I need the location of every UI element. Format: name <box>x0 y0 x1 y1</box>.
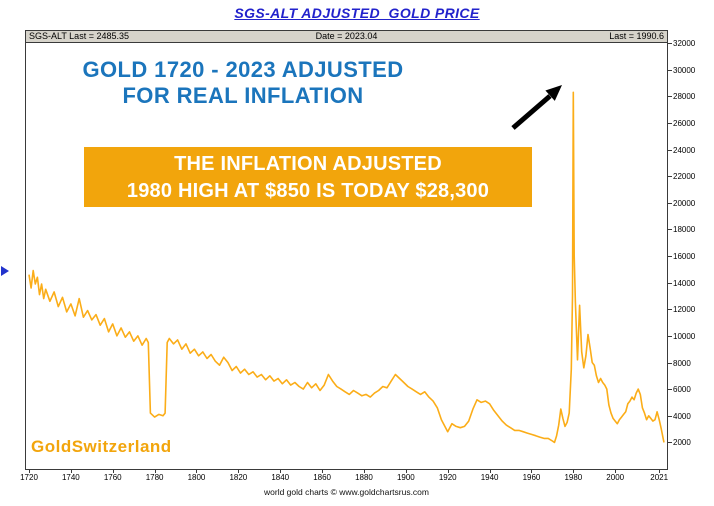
banner-line2: 1980 HIGH AT $850 IS TODAY $28,300 <box>126 180 490 202</box>
x-axis-label: 1840 <box>271 473 290 482</box>
y-axis-tick <box>668 442 672 444</box>
x-axis-label: 1880 <box>355 473 373 482</box>
start-price-marker-icon <box>1 266 9 276</box>
x-axis-tick <box>70 470 72 473</box>
y-axis-tick <box>668 69 672 71</box>
y-axis-label: 22000 <box>673 172 696 182</box>
x-axis-tick <box>489 470 491 473</box>
y-axis-label: 14000 <box>673 278 696 288</box>
x-axis-label: 1960 <box>522 473 541 482</box>
y-axis-label: 6000 <box>673 385 691 395</box>
x-axis-label: 2000 <box>606 473 625 482</box>
y-axis-label: 8000 <box>673 358 691 368</box>
y-axis-label: 18000 <box>673 225 696 235</box>
banner-line1: THE INFLATION ADJUSTED <box>174 153 442 175</box>
y-axis-label: 20000 <box>673 198 696 208</box>
inflation-banner: THE INFLATION ADJUSTED 1980 HIGH AT $850… <box>84 147 532 207</box>
x-axis-tick <box>659 470 661 473</box>
x-axis-label: 1860 <box>313 473 331 482</box>
y-axis-tick <box>668 282 672 284</box>
x-axis-tick <box>615 470 617 473</box>
x-axis-tick <box>573 470 575 473</box>
x-axis-tick <box>531 470 533 473</box>
chart-heading: GOLD 1720 - 2023 ADJUSTED FOR REAL INFLA… <box>50 57 436 109</box>
y-axis-tick <box>668 43 672 44</box>
x-axis-label: 1940 <box>480 473 499 482</box>
copyright-footer: world gold charts © www.goldchartsrus.co… <box>264 487 429 497</box>
heading-line1: GOLD 1720 - 2023 ADJUSTED <box>82 57 404 82</box>
y-axis-label: 26000 <box>673 118 696 128</box>
y-axis-tick <box>668 362 672 364</box>
y-axis-tick <box>668 122 672 124</box>
status-sgs-alt-last: SGS-ALT Last = 2485.35 <box>29 31 129 41</box>
y-axis-tick <box>668 389 672 391</box>
plot-frame: SGS-ALT Last = 2485.35 Date = 2023.04 La… <box>25 30 668 470</box>
y-axis-tick <box>668 415 672 417</box>
x-axis-tick <box>280 470 282 473</box>
x-axis-tick <box>405 470 407 473</box>
status-date: Date = 2023.04 <box>315 31 378 41</box>
y-axis-label: 24000 <box>673 145 696 155</box>
heading-line2: FOR REAL INFLATION <box>122 83 364 108</box>
y-axis-label: 28000 <box>673 92 696 102</box>
annotation-arrow-shaft <box>511 94 552 130</box>
page-title: SGS-ALT ADJUSTED GOLD PRICE <box>234 5 480 21</box>
x-axis-tick <box>112 470 114 473</box>
y-axis-tick <box>668 335 672 337</box>
y-axis-label: 12000 <box>673 305 696 315</box>
gold-price-line <box>28 91 665 444</box>
x-axis-label: 1760 <box>103 473 122 482</box>
y-axis-tick <box>668 309 672 311</box>
y-axis-label: 2000 <box>673 438 691 448</box>
x-axis-tick <box>196 470 198 473</box>
x-axis-tick <box>322 470 324 473</box>
x-axis-tick <box>154 470 156 473</box>
y-axis-tick <box>668 229 672 231</box>
x-axis-label: 1720 <box>20 473 38 482</box>
x-axis-tick <box>447 470 449 473</box>
x-axis-label: 1980 <box>564 473 583 482</box>
x-axis-label: 1780 <box>145 473 164 482</box>
annotation-arrow-head-icon <box>545 85 562 101</box>
status-bar: SGS-ALT Last = 2485.35 Date = 2023.04 La… <box>26 31 667 43</box>
goldswitzerland-watermark: GoldSwitzerland <box>31 437 172 456</box>
y-axis-tick <box>668 256 672 257</box>
y-axis-label: 4000 <box>673 411 691 421</box>
x-axis-tick <box>238 470 240 473</box>
y-axis-label: 10000 <box>673 331 696 341</box>
y-axis-label: 32000 <box>673 39 696 48</box>
x-axis-label: 1820 <box>229 473 248 482</box>
x-axis-label: 2021 <box>650 473 669 482</box>
x-axis-tick <box>363 470 365 473</box>
y-axis-label: 16000 <box>673 252 696 261</box>
x-axis-label: 1900 <box>396 473 415 482</box>
x-axis-tick <box>29 470 30 473</box>
y-axis-label: 30000 <box>673 65 696 75</box>
x-axis-label: 1800 <box>187 473 206 482</box>
y-axis-tick <box>668 202 672 204</box>
status-last: Last = 1990.6 <box>609 31 664 41</box>
x-axis-label: 1920 <box>438 473 457 482</box>
x-axis-label: 1740 <box>61 473 80 482</box>
y-axis-tick <box>668 96 672 98</box>
y-axis-tick <box>668 149 672 151</box>
price-chart-plot <box>28 85 665 444</box>
y-axis-tick <box>668 176 672 178</box>
